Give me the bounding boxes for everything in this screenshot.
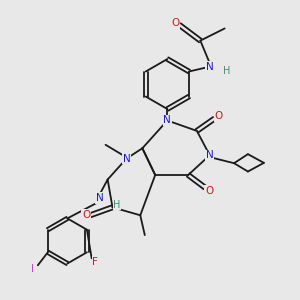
Text: I: I: [31, 264, 34, 274]
Text: O: O: [205, 186, 213, 196]
Text: N: N: [122, 154, 130, 164]
Text: N: N: [96, 193, 104, 203]
Text: N: N: [206, 150, 214, 160]
Text: O: O: [82, 210, 90, 220]
Text: H: H: [224, 66, 231, 76]
Text: N: N: [206, 62, 214, 72]
Text: O: O: [214, 111, 223, 121]
Text: F: F: [92, 257, 98, 267]
Text: O: O: [171, 18, 179, 28]
Text: N: N: [164, 116, 171, 125]
Text: H: H: [113, 200, 121, 210]
